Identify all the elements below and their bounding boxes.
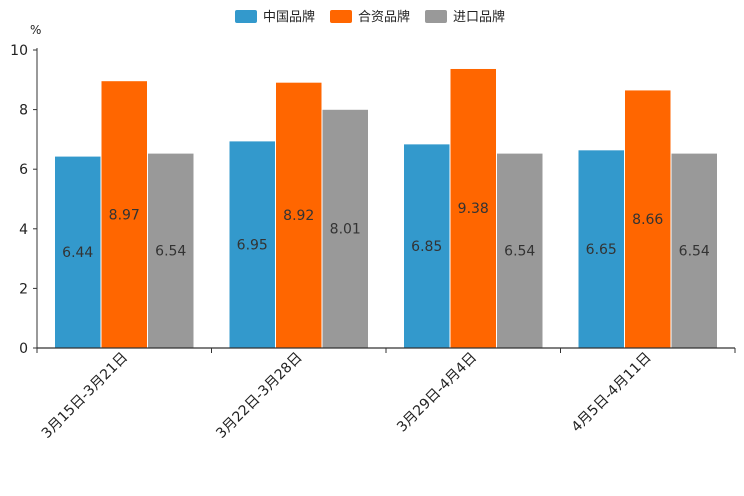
legend-swatch-1 xyxy=(330,10,352,23)
bars: 6.44 8.97 6.54 6.95 8.92 8.01 6.85 9.38 6.54 6.65… xyxy=(54,67,718,349)
y-tick-label-1: 2 xyxy=(19,281,28,297)
data-label-2-2: 6.54 xyxy=(504,244,535,260)
data-label-0-2: 6.54 xyxy=(155,244,186,260)
y-tick-label-4: 8 xyxy=(19,103,28,119)
legend-swatch-0 xyxy=(235,10,257,23)
y-axis-unit: % xyxy=(30,23,41,37)
data-label-3-2: 6.54 xyxy=(679,244,710,260)
data-label-3-1: 8.66 xyxy=(632,212,663,228)
data-label-1-1: 8.92 xyxy=(283,208,314,224)
y-tick-label-3: 6 xyxy=(19,162,28,178)
x-category-label-1: 3月22日-3月28日 xyxy=(213,350,305,442)
data-label-0-1: 8.97 xyxy=(109,207,140,223)
legend-swatch-2 xyxy=(425,10,447,23)
data-label-1-2: 8.01 xyxy=(330,222,361,238)
y-axis: 0 2 4 6 8 10 xyxy=(10,43,38,357)
x-category-label-3: 4月5日-4月11日 xyxy=(569,350,655,436)
x-axis: 3月15日-3月21日 3月22日-3月28日 3月29日-4月4日 4月5日-4月1… xyxy=(36,347,736,442)
bar-1-1 xyxy=(275,81,323,349)
x-category-label-0: 3月15日-3月21日 xyxy=(39,350,131,442)
bar-3-2 xyxy=(670,152,718,349)
y-tick-label-5: 10 xyxy=(10,43,28,59)
bar-0-1 xyxy=(100,80,148,349)
bar-1-0 xyxy=(228,140,276,349)
legend-label-1: 合资品牌 xyxy=(358,9,410,25)
data-label-3-0: 6.65 xyxy=(586,242,617,258)
bar-0-2 xyxy=(147,152,195,349)
legend: 中国品牌 合资品牌 进口品牌 xyxy=(235,9,505,25)
x-category-label-2: 3月29日-4月4日 xyxy=(394,350,480,436)
legend-label-2: 进口品牌 xyxy=(453,9,505,25)
bar-1-2 xyxy=(321,108,369,349)
data-label-0-0: 6.44 xyxy=(62,245,93,261)
data-label-1-0: 6.95 xyxy=(237,237,268,253)
data-label-2-0: 6.85 xyxy=(411,239,442,255)
bar-3-1 xyxy=(624,89,672,349)
legend-label-0: 中国品牌 xyxy=(263,9,315,25)
data-label-2-1: 9.38 xyxy=(458,201,489,217)
y-tick-label-0: 0 xyxy=(19,341,28,357)
y-tick-label-2: 4 xyxy=(19,222,28,238)
